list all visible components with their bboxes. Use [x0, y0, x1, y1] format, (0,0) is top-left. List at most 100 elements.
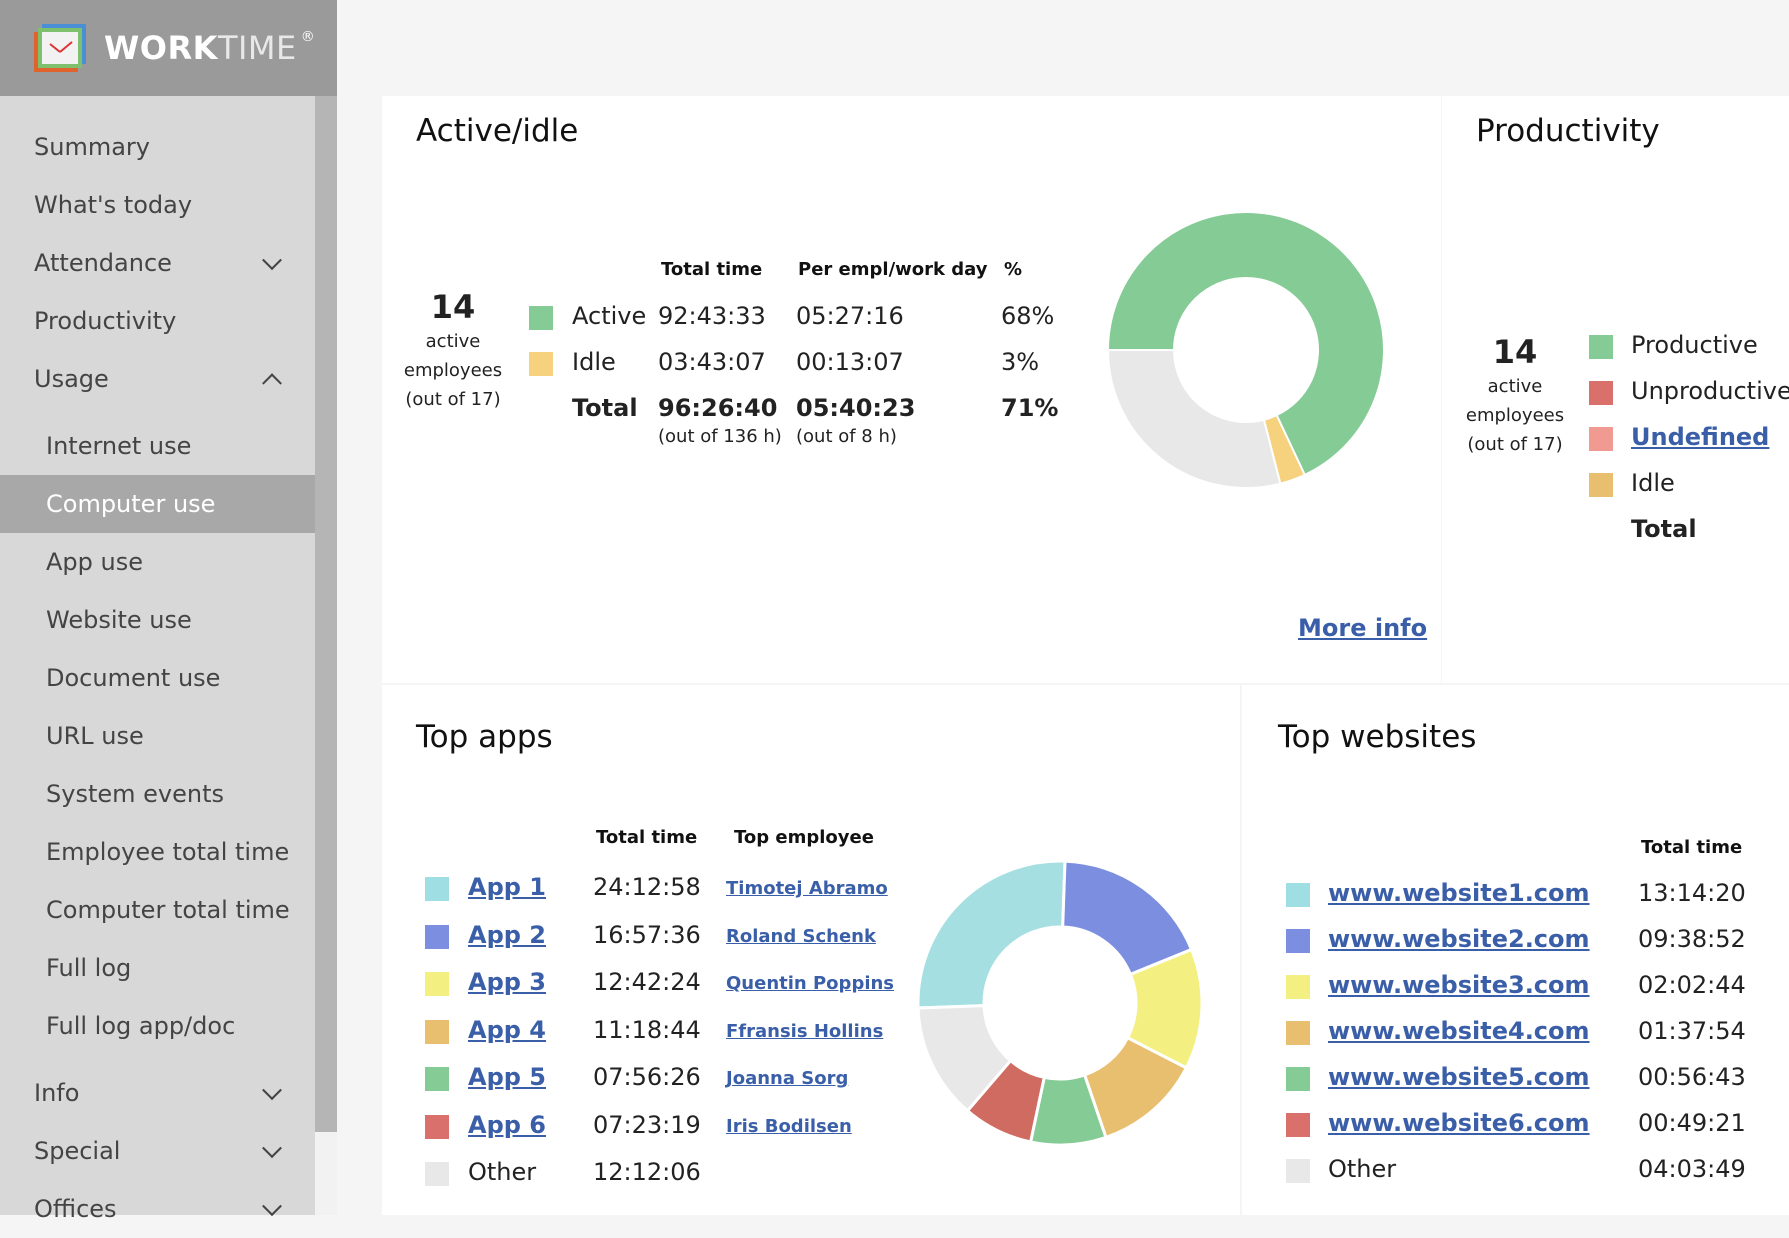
menu-item-computer-total-time[interactable]: Computer total time — [0, 881, 315, 939]
chevron-up-icon — [262, 373, 282, 394]
menu-label: Special — [34, 1137, 121, 1165]
donut-slice-other[interactable] — [916, 1004, 1013, 1113]
legend-swatch-idle — [1589, 473, 1613, 497]
menu-item-system-events[interactable]: System events — [0, 765, 315, 823]
menu-item-internet-use[interactable]: Internet use — [0, 417, 315, 475]
menu-item-offices[interactable]: Offices — [0, 1180, 315, 1238]
app-name-link[interactable]: App 6 — [468, 1110, 546, 1139]
menu-item-attendance[interactable]: Attendance — [0, 234, 315, 292]
top-apps-panel: Top apps Total time Top employee App 1 24… — [382, 685, 1240, 1215]
website-name-link[interactable]: www.website4.com — [1328, 1017, 1590, 1045]
menu-label: App use — [46, 548, 143, 576]
menu-label: What's today — [34, 191, 193, 219]
app-name-link[interactable]: App 2 — [468, 920, 546, 949]
header-total-time: Total time — [661, 259, 763, 280]
website-total-time: 00:49:21 — [1638, 1109, 1746, 1137]
menu-item-special[interactable]: Special — [0, 1122, 315, 1180]
menu-item-whats-today[interactable]: What's today — [0, 176, 315, 234]
website-name-link[interactable]: www.website6.com — [1328, 1109, 1590, 1137]
website-color-swatch — [1286, 1113, 1310, 1137]
logo-bar[interactable]: WORKTIME ® — [0, 0, 337, 96]
donut-slice-remaining[interactable] — [1106, 349, 1282, 489]
donut-slice-active[interactable] — [1106, 211, 1385, 477]
menu-item-productivity[interactable]: Productivity — [0, 292, 315, 350]
menu-item-summary[interactable]: Summary — [0, 118, 315, 176]
menu-item-document-use[interactable]: Document use — [0, 649, 315, 707]
app-total-time: 11:18:44 — [593, 1015, 701, 1044]
sidebar-scrollbar-track — [315, 1132, 337, 1215]
menu-item-usage[interactable]: Usage — [0, 350, 315, 408]
menu-item-full-log-app-doc[interactable]: Full log app/doc — [0, 997, 315, 1055]
app-name-link[interactable]: App 3 — [468, 968, 546, 996]
app-name-link[interactable]: App 5 — [468, 1063, 546, 1091]
legend-total: Total — [1631, 515, 1697, 543]
employees-caption-1: active — [1487, 376, 1543, 397]
total-time-value: 96:26:40 — [658, 394, 778, 422]
menu-label: Offices — [34, 1195, 117, 1223]
menu-label: System events — [46, 780, 224, 808]
website-total-time: 00:56:43 — [1638, 1063, 1746, 1091]
menu-item-app-use[interactable]: App use — [0, 533, 315, 591]
menu-item-website-use[interactable]: Website use — [0, 591, 315, 649]
panel-title: Active/idle — [416, 113, 579, 149]
top-employee-link[interactable]: Joanna Sorg — [726, 1068, 849, 1089]
website-total-time: 01:37:54 — [1638, 1017, 1746, 1045]
menu-item-computer-use[interactable]: Computer use — [0, 475, 315, 533]
panel-title: Top apps — [416, 719, 553, 755]
menu-label: Internet use — [46, 432, 192, 460]
top-employee-link[interactable]: Timotej Abramo — [726, 878, 888, 899]
top-employee-link[interactable]: Iris Bodilsen — [726, 1115, 852, 1137]
app-name: WORKTIME ® — [104, 29, 315, 67]
active-percent: 68% — [1001, 302, 1055, 330]
menu-label: Usage — [34, 365, 109, 393]
app-color-swatch — [425, 924, 449, 949]
employees-caption-1: active — [425, 331, 481, 352]
header-top-employee: Top employee — [734, 827, 874, 848]
website-total-time: 13:14:20 — [1638, 879, 1746, 907]
idle-per-day: 00:13:07 — [796, 348, 904, 376]
menu-label: Employee total time — [46, 838, 290, 866]
app-name-link[interactable]: App 1 — [468, 873, 546, 901]
registered-mark: ® — [300, 29, 316, 45]
total-per-day: 05:40:23 — [796, 394, 916, 422]
menu-label: Full log — [46, 954, 132, 982]
app-color-swatch — [425, 972, 449, 996]
website-total-time: 09:38:52 — [1638, 925, 1746, 953]
menu-item-employee-total-time[interactable]: Employee total time — [0, 823, 315, 881]
legend-idle: Idle — [1631, 469, 1675, 497]
app-total-time: 12:42:24 — [593, 968, 701, 996]
app-color-swatch — [425, 877, 449, 901]
legend-swatch-unproductive — [1589, 381, 1613, 405]
menu-item-info[interactable]: Info — [0, 1064, 315, 1122]
sidebar: WORKTIME ® Summary What's today Attendanc… — [0, 0, 337, 1223]
row-label-total: Total — [572, 394, 638, 422]
menu-label: Computer use — [46, 490, 216, 518]
chevron-down-icon — [262, 1196, 282, 1217]
legend-undefined-link[interactable]: Undefined — [1631, 423, 1770, 451]
more-info-link[interactable]: More info — [1298, 614, 1428, 642]
menu-item-full-log[interactable]: Full log — [0, 939, 315, 997]
menu-label: Website use — [46, 606, 192, 634]
sidebar-scrollbar[interactable] — [315, 96, 337, 1132]
donut-slice-app-1[interactable] — [916, 859, 1067, 1010]
top-websites-panel: Top websites Total time www.website1.com… — [1242, 685, 1789, 1215]
website-name-link[interactable]: www.website2.com — [1328, 925, 1590, 953]
chevron-down-icon — [262, 250, 282, 271]
app-name-link[interactable]: App 4 — [468, 1015, 546, 1044]
top-employee-link[interactable]: Roland Schenk — [726, 925, 876, 947]
top-employee-link[interactable]: Ffransis Hollins — [726, 1020, 884, 1042]
legend-swatch-idle — [529, 352, 553, 376]
website-name-link[interactable]: www.website3.com — [1328, 971, 1590, 999]
website-color-swatch — [1286, 1021, 1310, 1045]
header-per-empl: Per empl/work day — [798, 259, 988, 280]
menu-label: URL use — [46, 722, 144, 750]
active-employee-count: 14 — [1492, 333, 1538, 371]
menu-item-url-use[interactable]: URL use — [0, 707, 315, 765]
top-employee-link[interactable]: Quentin Poppins — [726, 973, 895, 994]
app-total-time: 07:23:19 — [593, 1110, 701, 1139]
app-color-swatch — [425, 1162, 449, 1186]
worktime-logo-icon — [34, 24, 86, 72]
website-name-link[interactable]: www.website1.com — [1328, 879, 1590, 907]
top-apps-donut-chart — [916, 859, 1204, 1147]
website-name-link[interactable]: www.website5.com — [1328, 1063, 1590, 1091]
